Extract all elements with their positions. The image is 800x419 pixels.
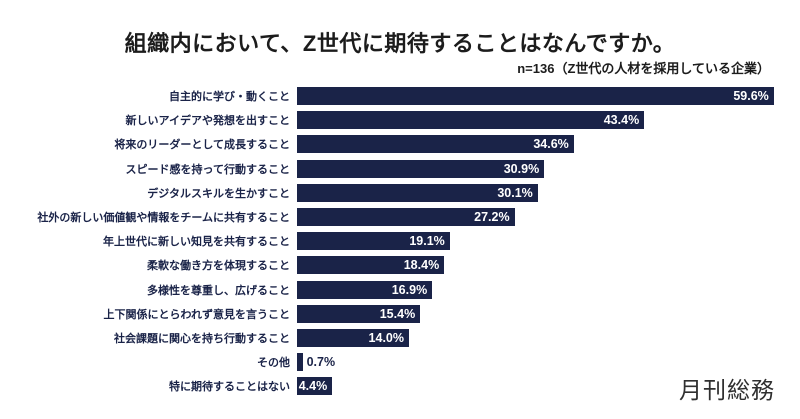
bar-area: 16.9% — [297, 280, 800, 299]
value-label: 43.4% — [603, 113, 640, 128]
value-label: 18.4% — [403, 258, 440, 273]
category-label: 将来のリーダーとして成長すること — [114, 139, 290, 152]
category-label: 柔軟な働き方を体現すること — [147, 260, 290, 273]
chart-row: 上下関係にとらわれず意見を言うこと 15.4% — [0, 302, 800, 326]
value-label: 59.6% — [733, 89, 769, 104]
chart-row: 将来のリーダーとして成長すること 34.6% — [0, 132, 800, 156]
value-label: 15.4% — [379, 306, 416, 321]
bar-area: 15.4% — [297, 304, 800, 323]
bar: 43.4% — [297, 111, 645, 130]
category-label: その他 — [257, 357, 290, 370]
bar-area: 34.6% — [297, 135, 800, 154]
bar: 30.9% — [297, 159, 545, 178]
chart-row: デジタルスキルを生かすこと 30.1% — [0, 181, 800, 205]
value-label: 19.1% — [409, 234, 445, 249]
chart-row: 自主的に学び・動くこと 59.6% — [0, 84, 800, 108]
value-label: 16.9% — [391, 282, 428, 297]
chart-row: 社外の新しい価値観や情報をチームに共有すること 27.2% — [0, 205, 800, 229]
gekkan-soumu-logo: 月刊総務 — [679, 377, 775, 403]
bar-chart: 自主的に学び・動くこと 59.6% 新しいアイデアや発想を出すこと 43.4% 将来のリ… — [0, 84, 800, 398]
chart-title: 組織内において、Z世代に期待することはなんですか。 — [124, 31, 676, 56]
bar-area: 19.1% — [297, 232, 800, 251]
bar: 18.4% — [297, 256, 445, 275]
bar: 4.4% — [297, 377, 333, 396]
bar-area: 14.0% — [297, 328, 800, 347]
category-label: 社外の新しい価値観や情報をチームに共有すること — [37, 212, 290, 225]
value-label: 27.2% — [474, 210, 510, 225]
category-label: 上下関係にとらわれず意見を言うこと — [103, 308, 290, 321]
bar: 19.1% — [297, 232, 450, 251]
chart-row: 社会課題に関心を持ち行動すること 14.0% — [0, 326, 800, 350]
value-label: 14.0% — [368, 330, 404, 345]
bar-area: 18.4% — [297, 256, 800, 275]
bar-area: 0.7% — [297, 353, 800, 372]
value-label: 4.4% — [298, 379, 328, 394]
bar: 14.0% — [297, 328, 409, 347]
bar-area: 30.9% — [297, 159, 800, 178]
chart-row: 柔軟な働き方を体現すること 18.4% — [0, 253, 800, 277]
category-label: 自主的に学び・動くこと — [169, 91, 290, 104]
bar: 59.6% — [297, 87, 774, 106]
bar-area: 4.4% — [297, 377, 800, 396]
sample-size-note: n=136（Z世代の人材を採用している企業） — [517, 61, 770, 76]
bar-area: 27.2% — [297, 208, 800, 227]
chart-row: その他 0.7% — [0, 350, 800, 374]
value-label: 0.7% — [306, 355, 336, 370]
bar-area: 30.1% — [297, 183, 800, 202]
value-label: 34.6% — [533, 137, 569, 152]
category-label: 多様性を尊重し、広げること — [147, 284, 290, 297]
bar: 27.2% — [297, 208, 515, 227]
chart-row: スピード感を持って行動すること 30.9% — [0, 157, 800, 181]
value-label: 30.9% — [503, 161, 540, 176]
category-label: デジタルスキルを生かすこと — [147, 187, 290, 200]
chart-row: 多様性を尊重し、広げること 16.9% — [0, 278, 800, 302]
chart-row: 特に期待することはない 4.4% — [0, 374, 800, 398]
category-label: 社会課題に関心を持ち行動すること — [114, 332, 290, 345]
bar: 34.6% — [297, 135, 574, 154]
bar: 15.4% — [297, 304, 421, 323]
bar-area: 59.6% — [297, 87, 800, 106]
category-label: スピード感を持って行動すること — [125, 163, 290, 176]
bar — [297, 353, 303, 372]
category-label: 年上世代に新しい知見を共有すること — [103, 236, 290, 249]
bar: 16.9% — [297, 280, 433, 299]
category-label: 特に期待することはない — [169, 381, 290, 394]
category-label: 新しいアイデアや発想を出すこと — [125, 115, 290, 128]
chart-row: 新しいアイデアや発想を出すこと 43.4% — [0, 108, 800, 132]
value-label: 30.1% — [497, 185, 533, 200]
bar-area: 43.4% — [297, 111, 800, 130]
bar: 30.1% — [297, 183, 538, 202]
chart-row: 年上世代に新しい知見を共有すること 19.1% — [0, 229, 800, 253]
